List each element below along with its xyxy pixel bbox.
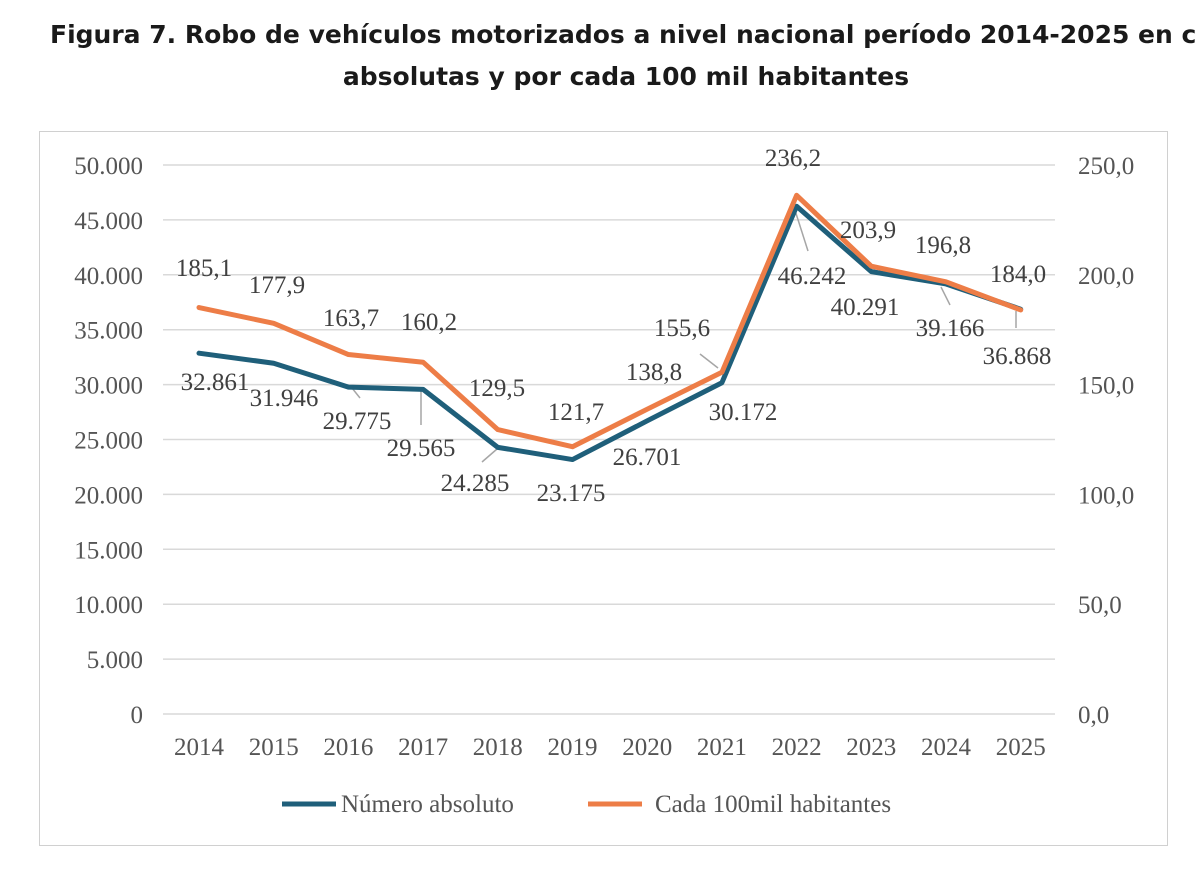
left-tick-label: 10.000	[74, 592, 143, 619]
x-tick-label: 2021	[697, 734, 747, 761]
right-tick-label: 250,0	[1078, 153, 1134, 180]
data-label-numero-absoluto: 36.868	[983, 343, 1052, 370]
data-label-numero-absoluto: 32.861	[181, 369, 250, 396]
left-tick-label: 35.000	[74, 318, 143, 345]
data-label-cada-100mil: 163,7	[323, 305, 379, 332]
legend-label-cada-100mil: Cada 100mil habitantes	[655, 791, 891, 818]
right-tick-label: 150,0	[1078, 373, 1134, 400]
x-axis-ticks: 2014 2015 2016 2017 2018 2019 2020 2021 2022 2023…	[174, 734, 1046, 761]
data-label-cada-100mil: 160,2	[401, 309, 457, 336]
left-tick-label: 20.000	[74, 482, 143, 509]
data-label-numero-absoluto: 40.291	[831, 294, 900, 321]
chart-frame	[39, 131, 1168, 846]
data-label-cada-100mil: 203,9	[840, 217, 896, 244]
chart-title-line-2: absolutas y por cada 100 mil habitantes	[342, 62, 910, 91]
data-label-numero-absoluto: 29.565	[387, 435, 456, 462]
data-label-cada-100mil: 138,8	[626, 359, 682, 386]
left-tick-label: 40.000	[74, 263, 143, 290]
data-label-cada-100mil: 129,5	[469, 375, 525, 402]
x-tick-label: 2022	[772, 734, 822, 761]
data-label-numero-absoluto: 26.701	[613, 444, 682, 471]
x-tick-label: 2016	[323, 734, 373, 761]
data-label-numero-absoluto: 23.175	[537, 480, 606, 507]
left-tick-label: 50.000	[74, 153, 143, 180]
x-tick-label: 2017	[398, 734, 448, 761]
left-tick-label: 5.000	[87, 647, 143, 674]
leader-line	[940, 286, 951, 306]
x-tick-label: 2024	[921, 734, 972, 761]
right-axis-ticks: 0,0 50,0 100,0 150,0 200,0 250,0	[1078, 153, 1134, 729]
left-tick-label: 25.000	[74, 428, 143, 455]
data-label-cada-100mil: 196,8	[915, 232, 971, 259]
data-label-numero-absoluto: 31.946	[250, 385, 319, 412]
data-label-numero-absoluto: 30.172	[709, 399, 778, 426]
x-tick-label: 2014	[174, 734, 225, 761]
data-label-numero-absoluto: 39.166	[916, 315, 985, 342]
left-tick-label: 45.000	[74, 208, 143, 235]
data-label-cada-100mil: 184,0	[990, 261, 1046, 288]
data-label-cada-100mil: 121,7	[548, 399, 604, 426]
leader-line	[481, 448, 498, 463]
data-label-cada-100mil: 185,1	[176, 255, 232, 282]
right-tick-label: 50,0	[1078, 592, 1122, 619]
x-tick-label: 2015	[249, 734, 299, 761]
left-axis-ticks: 0 5.000 10.000 15.000 20.000 25.000 30.000 35.0…	[74, 153, 143, 729]
x-tick-label: 2020	[622, 734, 672, 761]
data-label-cada-100mil: 155,6	[654, 315, 710, 342]
legend-label-numero-absoluto: Número absoluto	[341, 791, 514, 818]
data-label-numero-absoluto: 29.775	[323, 408, 392, 435]
right-tick-label: 100,0	[1078, 482, 1134, 509]
chart-title-line-1: Figura 7. Robo de vehículos motorizados …	[50, 20, 1197, 49]
x-tick-label: 2019	[548, 734, 598, 761]
series-lines	[196, 192, 1024, 463]
x-tick-label: 2023	[846, 734, 896, 761]
right-tick-label: 0,0	[1078, 702, 1109, 729]
leader-line	[699, 353, 719, 369]
data-label-cada-100mil: 177,9	[249, 272, 305, 299]
data-label-numero-absoluto: 46.242	[778, 263, 847, 290]
x-tick-label: 2018	[473, 734, 523, 761]
data-label-cada-100mil: 236,2	[765, 145, 821, 172]
series-line-numero-absoluto	[196, 203, 1024, 463]
data-label-numero-absoluto: 24.285	[441, 470, 510, 497]
legend: Número absoluto Cada 100mil habitantes	[282, 791, 891, 818]
x-tick-label: 2025	[996, 734, 1046, 761]
series-line-cada-100mil	[196, 192, 1024, 450]
right-tick-label: 200,0	[1078, 263, 1134, 290]
left-tick-label: 0	[131, 702, 144, 729]
left-tick-label: 15.000	[74, 537, 143, 564]
left-tick-label: 30.000	[74, 373, 143, 400]
